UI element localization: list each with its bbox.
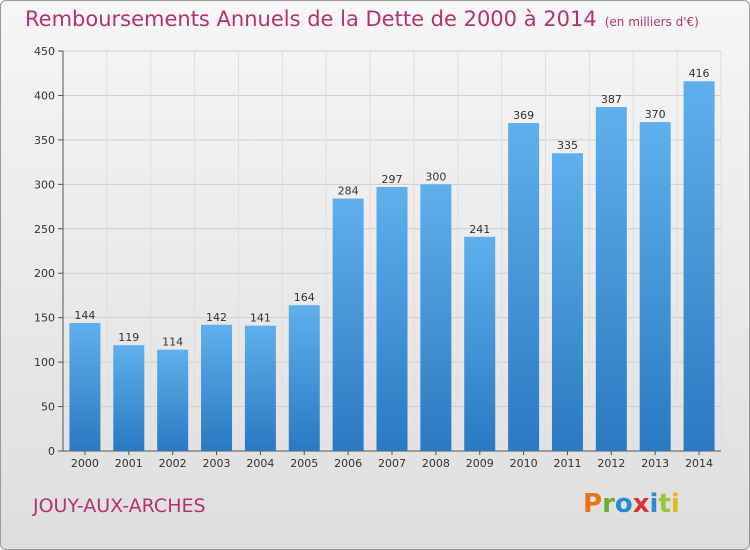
x-tick-label: 2012 — [597, 457, 625, 470]
logo-letter: x — [632, 489, 650, 519]
y-tick-label: 400 — [34, 89, 55, 102]
chart-unit-label: (en milliers d'€) — [604, 15, 699, 29]
data-label: 369 — [513, 109, 534, 122]
data-label: 241 — [469, 223, 490, 236]
logo-letter: r — [602, 489, 615, 519]
data-label: 144 — [74, 309, 95, 322]
x-tick-label: 2013 — [641, 457, 669, 470]
bar-2010 — [508, 123, 540, 451]
data-label: 119 — [118, 331, 139, 344]
data-label: 370 — [645, 108, 666, 121]
y-tick-label: 50 — [41, 401, 55, 414]
bar-2007 — [376, 187, 408, 451]
bar-2002 — [157, 349, 189, 451]
y-tick-label: 250 — [34, 223, 55, 236]
bar-2014 — [683, 81, 715, 451]
bar-2004 — [244, 325, 276, 451]
bar-2005 — [288, 305, 320, 451]
data-labels: 144 119 114 142 141 164 284 297 300 241 369 335 387 3… — [74, 67, 709, 348]
data-label: 114 — [162, 336, 183, 349]
data-label: 335 — [557, 139, 578, 152]
x-tick-label: 2008 — [422, 457, 450, 470]
bars — [69, 81, 715, 452]
chart-title: Remboursements Annuels de la Dette de 20… — [25, 7, 699, 31]
bar-2000 — [69, 323, 101, 451]
data-label: 297 — [382, 173, 403, 186]
x-tick-label: 2003 — [203, 457, 231, 470]
x-tick-label: 2011 — [553, 457, 581, 470]
bar-2003 — [201, 324, 233, 451]
bar-2013 — [639, 122, 671, 451]
data-label: 142 — [206, 311, 227, 324]
bar-2009 — [464, 236, 496, 451]
x-tick-label: 2001 — [115, 457, 143, 470]
y-tick-label: 200 — [34, 267, 55, 280]
bar-2001 — [113, 345, 145, 451]
proxiti-logo: Proxiti — [583, 489, 680, 519]
x-tick-label: 2006 — [334, 457, 362, 470]
chart-title-text: Remboursements Annuels de la Dette de 20… — [25, 7, 597, 31]
y-tick-label: 150 — [34, 312, 55, 325]
logo-letter: t — [658, 489, 671, 519]
x-tick-label: 2005 — [290, 457, 318, 470]
bar-2006 — [332, 198, 364, 451]
logo-letter: i — [649, 489, 659, 519]
x-tick-label: 2010 — [510, 457, 538, 470]
data-label: 300 — [425, 170, 446, 183]
x-tick-label: 2000 — [71, 457, 99, 470]
logo-letter: i — [670, 489, 680, 519]
y-tick-label: 350 — [34, 134, 55, 147]
x-tick-label: 2002 — [159, 457, 187, 470]
data-label: 141 — [250, 312, 271, 325]
data-label: 416 — [689, 67, 710, 80]
logo-letter: o — [614, 489, 633, 519]
x-tick-label: 2009 — [466, 457, 494, 470]
data-label: 387 — [601, 93, 622, 106]
y-tick-label: 300 — [34, 178, 55, 191]
data-label: 164 — [294, 291, 315, 304]
y-tick-label: 100 — [34, 356, 55, 369]
bar-2008 — [420, 184, 452, 452]
data-label: 284 — [338, 185, 359, 198]
bar-2011 — [551, 153, 583, 451]
x-tick-label: 2007 — [378, 457, 406, 470]
y-tick-label: 0 — [48, 445, 55, 458]
axes: 0 50 100 150 200 250 300 350 400 450 2000 2001 2002 2… — [34, 45, 721, 470]
bar-2012 — [595, 107, 627, 451]
x-tick-label: 2004 — [246, 457, 274, 470]
x-tick-label: 2014 — [685, 457, 713, 470]
commune-name: JOUY-AUX-ARCHES — [33, 495, 206, 517]
logo-letter: P — [583, 489, 603, 519]
y-tick-label: 450 — [34, 45, 55, 58]
